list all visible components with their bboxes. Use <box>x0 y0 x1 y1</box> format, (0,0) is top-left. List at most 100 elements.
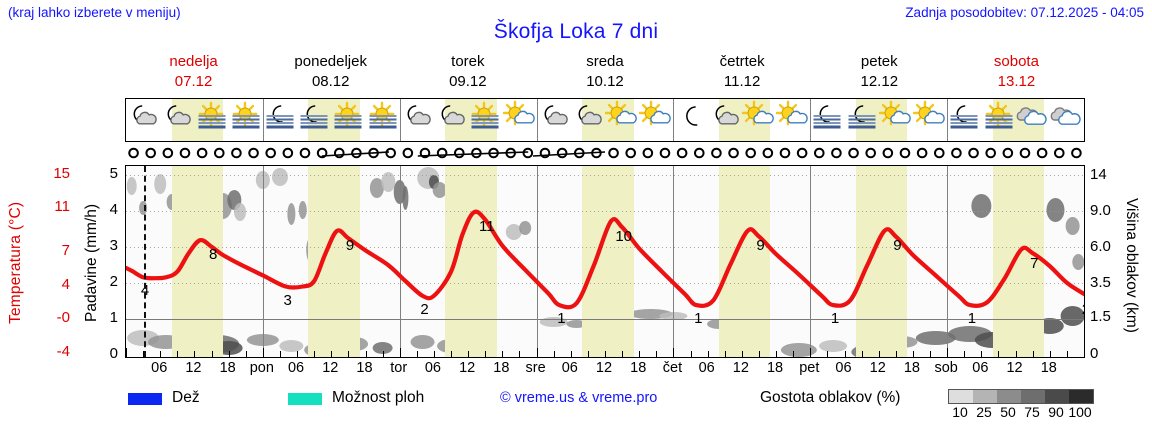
x-tick <box>297 351 299 357</box>
sky-icon-sun-cloud <box>639 99 673 141</box>
x-tick <box>758 351 760 357</box>
wind-barb <box>248 147 259 159</box>
sky-icon-moon-cloud <box>160 99 194 141</box>
cloud-density-blob <box>234 203 247 221</box>
wind-barb <box>899 147 911 159</box>
weather-plot: 48392111101919172 <box>125 165 1085 358</box>
sky-icon-sun-haze <box>366 99 400 141</box>
cloud-density-blob <box>566 320 587 328</box>
cloud-density-blob <box>780 343 817 357</box>
x-tick <box>622 351 624 357</box>
x-tick <box>211 351 213 357</box>
moon-haze-icon <box>950 105 978 129</box>
wind-barb <box>1036 147 1048 159</box>
moon-haze-icon <box>813 105 841 129</box>
cloud-density-blob <box>410 335 435 349</box>
x-tick <box>399 348 401 357</box>
sky-icon-moon-haze <box>297 99 331 141</box>
temperature-line <box>126 209 1084 310</box>
wind-barb <box>762 147 774 159</box>
density-tick-10: 10 <box>952 404 968 420</box>
x-tick <box>707 351 709 357</box>
sun-haze-icon <box>985 101 1013 129</box>
plot-day-separator <box>262 166 264 357</box>
cloud-icon <box>1050 107 1081 125</box>
plot-day-separator <box>673 166 675 357</box>
sky-icon-sun-haze <box>468 99 502 141</box>
hour-label-18: 18 <box>1040 360 1057 376</box>
sky-icon-sun-haze <box>331 99 365 141</box>
wind-barb <box>1053 147 1065 159</box>
sky-icon-sun-haze <box>981 99 1015 141</box>
wind-barb <box>882 147 894 159</box>
moon-haze-icon <box>848 105 876 129</box>
x-tick <box>724 351 726 357</box>
precipitation-tick-0: 5 <box>109 165 118 182</box>
wind-barb <box>779 147 791 159</box>
copyright-text[interactable]: © vreme.us & vreme.pro <box>500 390 658 406</box>
x-tick <box>126 348 127 357</box>
wind-shaft <box>321 151 390 157</box>
sky-icon-sun-cloud <box>605 99 639 141</box>
x-tick <box>485 351 487 357</box>
density-swatch-5 <box>1069 390 1093 403</box>
x-tick <box>639 351 641 357</box>
wind-barb <box>333 147 345 159</box>
day-date: 07.12 <box>174 72 213 90</box>
precipitation-tick-4: 1 <box>109 309 118 326</box>
hour-label-čet: čet <box>662 360 683 376</box>
x-tick <box>1015 351 1017 357</box>
current-time-line <box>144 166 147 357</box>
x-tick <box>519 351 521 357</box>
temperature-tick-3: 4 <box>61 276 70 293</box>
x-tick <box>587 351 589 357</box>
wind-barb <box>916 147 928 159</box>
x-tick <box>194 351 196 357</box>
day-separator <box>810 99 812 141</box>
hour-label-18: 18 <box>356 360 373 376</box>
precipitation-tick-5: 0 <box>109 345 118 362</box>
wind-barb <box>265 147 277 159</box>
x-tick <box>451 351 453 357</box>
x-tick <box>673 348 675 357</box>
density-tick-50: 50 <box>1000 404 1016 420</box>
day-date: 11.12 <box>723 72 761 90</box>
temperature-tick-2: 7 <box>61 242 70 259</box>
cloud-height-tick-3: 3.5 <box>1090 274 1111 291</box>
x-tick <box>998 351 1000 357</box>
temperature-curve <box>126 209 1084 310</box>
wind-barb <box>676 147 688 159</box>
sky-icon-moon-cloud <box>400 99 434 141</box>
day-name: nedelja <box>169 53 218 70</box>
x-tick <box>279 351 281 357</box>
day-header-2: ponedeljek 08.12 <box>262 52 399 94</box>
wind-barb <box>385 147 397 159</box>
cloud-height-tick-0: 14 <box>1090 166 1107 183</box>
cloud-density-blob <box>402 186 409 210</box>
plot-day-separator <box>810 166 812 357</box>
last-updated-text: Zadnja posodobitev: 07.12.2025 - 04:05 <box>905 5 1144 20</box>
wind-barb <box>231 147 242 159</box>
wind-barb <box>745 147 757 159</box>
temperature-axis-title: Temperatura (°C) <box>7 201 24 325</box>
moon-icon <box>685 106 698 126</box>
chart-legend: Dež Možnost ploh © vreme.us & vreme.pro … <box>0 385 1152 425</box>
daylight-band <box>992 166 1045 357</box>
wind-barb <box>968 147 979 159</box>
x-tick <box>433 351 435 357</box>
day-name: ponedeljek <box>294 53 367 70</box>
x-tick <box>365 351 367 357</box>
sky-icon-moon-haze <box>263 99 297 141</box>
wind-barb <box>402 147 414 159</box>
hour-label-18: 18 <box>630 360 647 376</box>
wind-barb <box>693 147 705 159</box>
hour-label-18: 18 <box>219 360 236 376</box>
x-tick <box>160 351 162 357</box>
day-name: sobota <box>993 53 1039 70</box>
x-tick <box>981 351 983 357</box>
cloud-height-tick-2: 6.0 <box>1090 238 1111 255</box>
temp-label-max-7: 10 <box>615 227 633 245</box>
cloud-height-tick-4: 1.5 <box>1090 308 1111 325</box>
density-swatch-1 <box>973 390 997 403</box>
moon-cloud-icon <box>167 105 192 125</box>
